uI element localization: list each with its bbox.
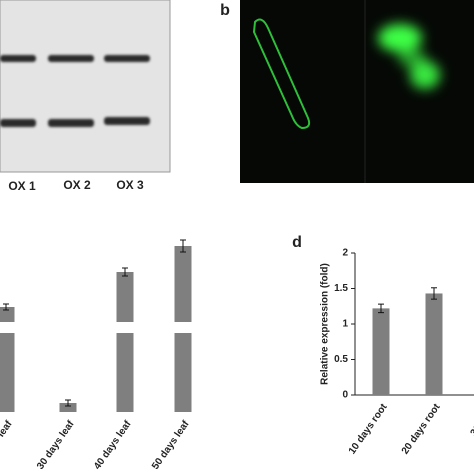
y-axis-label: Relative expression (fold) bbox=[320, 263, 331, 385]
fluorescence-panel: b bbox=[220, 0, 474, 183]
lane-label: OX 2 bbox=[63, 178, 91, 192]
x-tick-label: 20 days root bbox=[400, 401, 443, 456]
panel-label: d bbox=[292, 234, 302, 251]
green-signal bbox=[378, 24, 440, 89]
axis-break bbox=[115, 322, 135, 333]
lane-label: OX 1 bbox=[8, 179, 36, 193]
bar bbox=[116, 272, 134, 412]
bar bbox=[59, 403, 77, 412]
x-tick-label: 50 days leaf bbox=[150, 418, 192, 471]
lane-label: OX 3 bbox=[116, 178, 144, 192]
y-tick-label: 0 bbox=[342, 390, 348, 401]
y-tick-label: 0.5 bbox=[334, 354, 348, 365]
x-tick-label: leaf bbox=[0, 418, 15, 439]
blot-background bbox=[0, 0, 171, 173]
x-tick-label: 30 days bbox=[469, 402, 474, 439]
x-tick-label: 40 days leaf bbox=[92, 418, 134, 471]
y-tick-label: 2 bbox=[342, 248, 348, 259]
y-tick-label: 1.5 bbox=[334, 283, 348, 294]
micrograph bbox=[240, 0, 474, 183]
axis-break bbox=[173, 322, 193, 333]
blot-bands bbox=[0, 55, 150, 127]
bar bbox=[425, 293, 443, 395]
blot-panel: OX 1 OX 2 OX 3 bbox=[0, 0, 171, 193]
axis-break bbox=[0, 322, 16, 333]
x-tick-label: 10 days root bbox=[347, 401, 390, 456]
bar bbox=[372, 308, 390, 395]
x-tick-label: 30 days leaf bbox=[35, 418, 77, 471]
cell bbox=[252, 18, 311, 130]
panel-label: b bbox=[220, 2, 230, 19]
bar bbox=[0, 307, 15, 412]
y-tick-label: 1 bbox=[342, 319, 348, 330]
charts: leaf 30 days leaf 40 days leaf 50 days leaf… bbox=[0, 239, 474, 472]
